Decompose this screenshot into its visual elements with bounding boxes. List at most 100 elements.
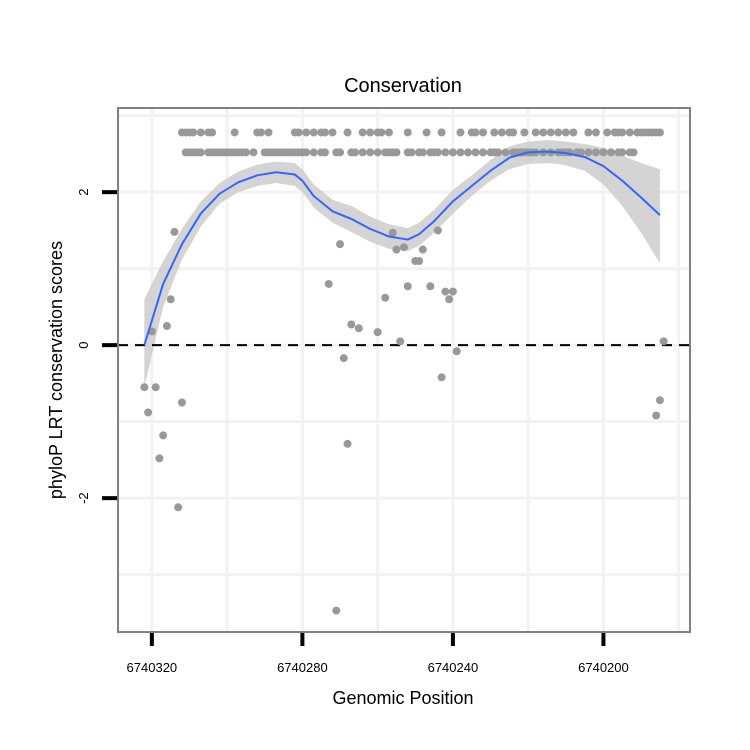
data-point [166,295,175,304]
plot-area [117,107,691,633]
data-point [407,148,416,157]
data-point [433,148,442,157]
data-point [437,373,446,382]
data-point [257,128,265,137]
data-point [629,148,638,157]
data-point [652,411,661,420]
data-point [358,128,367,137]
data-point [426,282,435,291]
data-point [358,148,367,157]
data-point [471,148,480,157]
data-point [249,148,258,157]
y-axis: -2 0 2 [76,189,117,504]
data-point [309,148,318,157]
data-point [309,128,318,137]
smooth-line [143,150,661,346]
x-tick-label: 6740200 [578,660,629,675]
data-point [196,148,205,157]
data-point [302,128,311,137]
x-tick-label: 6740240 [428,660,479,675]
data-point [448,148,457,157]
data-point [576,148,585,157]
data-point [377,128,386,137]
data-point [479,128,488,137]
data-point [320,128,329,137]
x-axis-title: Genomic Position [332,688,473,708]
data-point [606,148,615,157]
data-point [174,503,183,512]
data-point [208,128,217,137]
data-point [546,128,555,137]
data-point [415,256,424,265]
data-point [445,295,454,304]
data-point [241,148,250,157]
data-point [448,287,457,296]
data-point [373,148,382,157]
data-point [437,128,446,137]
data-point [471,128,480,137]
data-point [509,128,518,137]
data-point [373,328,382,337]
data-point [463,148,472,157]
data-point [396,337,405,346]
data-point [501,148,510,157]
data-point [490,128,499,137]
y-tick-label: -2 [76,492,91,504]
data-point [655,396,664,405]
data-point [320,148,329,157]
data-point [196,128,205,137]
data-point [392,148,401,157]
data-point [400,243,408,252]
data-point [441,287,450,296]
data-point [456,148,465,157]
data-point [343,439,352,448]
data-point [403,282,412,291]
data-point [418,148,427,157]
y-axis-title: phyloP LRT conservation scores [46,241,66,499]
data-point [264,128,273,137]
data-point [230,128,239,137]
y-tick-label: 0 [76,342,91,349]
data-point [189,128,198,137]
data-point [170,227,179,236]
data-point [354,324,363,333]
data-point [618,128,627,137]
data-point [332,606,341,615]
data-point [144,408,153,417]
data-point [591,128,600,137]
smooth-line-layer [143,150,661,346]
data-point [343,128,352,137]
data-point [659,337,668,346]
data-point [336,148,345,157]
data-point [155,454,164,463]
data-point [339,354,348,363]
data-point [531,128,540,137]
confidence-band [144,140,660,388]
x-tick-label: 6740320 [127,660,178,675]
data-point [162,322,171,331]
data-point [479,148,488,157]
data-point [336,240,345,249]
data-point [388,228,397,237]
data-point [456,128,465,137]
data-point [497,128,506,137]
data-point [618,148,627,157]
data-point [324,279,333,288]
data-point [366,148,375,157]
data-point [655,128,664,137]
data-point [140,383,149,392]
data-point [554,128,563,137]
chart-title: Conservation [344,75,462,97]
data-point [625,128,634,137]
data-point [599,148,608,157]
data-point [494,148,503,157]
data-point [422,128,431,137]
data-point [584,128,593,137]
data-point [584,148,593,157]
data-point [418,245,427,254]
data-point [520,128,529,137]
data-point [603,128,612,137]
points-layer [140,128,668,615]
data-point [441,148,450,157]
